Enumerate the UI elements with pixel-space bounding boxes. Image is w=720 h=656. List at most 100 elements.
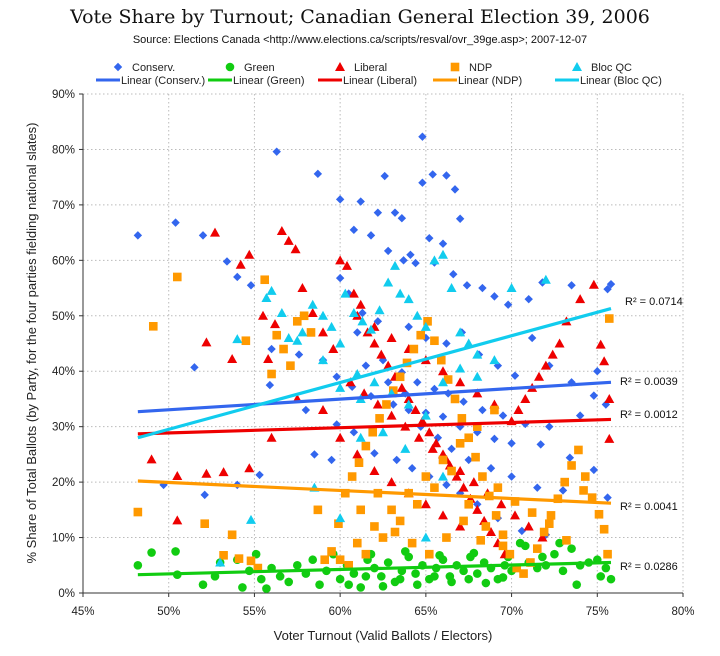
data-point <box>348 288 359 298</box>
x-tick-label: 45% <box>71 606 94 618</box>
data-point <box>171 218 180 227</box>
data-point <box>359 388 370 398</box>
data-point <box>356 197 365 206</box>
data-point <box>383 558 393 567</box>
data-point <box>332 372 341 381</box>
data-point <box>416 330 426 340</box>
data-point <box>389 400 398 409</box>
data-point <box>547 349 558 359</box>
data-point <box>246 556 256 566</box>
data-point <box>435 550 444 560</box>
data-point <box>459 397 468 406</box>
data-point <box>455 439 465 448</box>
data-point <box>438 412 448 421</box>
data-point <box>262 584 271 593</box>
data-point <box>527 333 537 343</box>
data-point <box>358 308 367 318</box>
data-point <box>373 317 383 326</box>
data-point <box>369 338 380 348</box>
data-point <box>400 443 411 453</box>
data-point <box>171 547 180 556</box>
data-point <box>241 336 251 346</box>
data-point <box>450 185 460 194</box>
data-point <box>235 259 246 269</box>
data-point <box>275 572 285 581</box>
data-point <box>318 355 328 365</box>
data-point <box>520 393 531 403</box>
data-point <box>172 471 183 481</box>
data-point <box>297 283 308 293</box>
data-point <box>378 582 388 591</box>
data-point <box>599 356 610 366</box>
data-point <box>459 566 468 576</box>
data-point <box>430 336 439 346</box>
data-point <box>387 505 396 515</box>
data-point <box>318 405 328 415</box>
data-point <box>404 322 413 332</box>
data-point <box>200 490 209 500</box>
data-point <box>567 461 576 470</box>
data-point <box>201 468 212 478</box>
r-squared-label: R² = 0.0041 <box>620 501 678 513</box>
data-point <box>349 225 359 235</box>
data-point <box>498 541 508 551</box>
y-tick-label: 20% <box>52 477 75 489</box>
data-point <box>606 574 616 584</box>
data-point <box>361 572 371 581</box>
data-point <box>251 549 261 559</box>
data-point <box>450 394 460 404</box>
data-point <box>263 354 274 364</box>
data-point <box>370 522 379 531</box>
data-point <box>376 349 387 359</box>
data-point <box>380 171 389 181</box>
data-points <box>133 132 616 593</box>
data-point <box>327 547 336 556</box>
legend-label: Conserv. <box>132 62 175 74</box>
data-point <box>276 225 287 235</box>
data-point <box>335 338 346 348</box>
data-point <box>519 569 528 578</box>
data-point <box>438 249 448 259</box>
y-tick-label: 90% <box>52 89 75 101</box>
data-point <box>369 466 380 476</box>
data-point <box>418 132 427 141</box>
data-point <box>198 231 208 240</box>
data-point <box>498 411 508 420</box>
y-tick-label: 60% <box>52 255 75 267</box>
data-point <box>335 273 345 283</box>
data-point <box>447 444 456 454</box>
data-point <box>349 569 359 578</box>
data-point <box>420 410 431 420</box>
trendline-ndp <box>137 479 612 505</box>
data-point <box>601 400 611 409</box>
data-point <box>412 499 422 509</box>
data-point <box>472 569 482 578</box>
data-point <box>292 335 303 345</box>
data-point <box>486 464 496 473</box>
data-point <box>496 499 507 509</box>
x-tick-label: 80% <box>671 606 694 618</box>
data-point <box>472 504 483 514</box>
x-tick-label: 60% <box>329 606 352 618</box>
data-point <box>606 279 616 289</box>
data-point <box>347 472 357 481</box>
data-point <box>438 239 448 248</box>
data-point <box>344 580 354 589</box>
data-point <box>146 454 157 464</box>
data-point <box>227 354 238 364</box>
data-point <box>383 277 394 287</box>
data-point <box>399 256 408 265</box>
data-point <box>572 580 582 589</box>
data-point <box>397 213 407 223</box>
data-point <box>574 445 583 455</box>
trendlines: R² = 0.0039 R² = 0.0286 R² = 0.0012 R² = 0.… <box>137 296 683 577</box>
data-point <box>442 171 451 180</box>
data-point <box>455 521 466 531</box>
data-point <box>345 377 356 387</box>
data-point <box>400 547 410 556</box>
data-point <box>355 432 366 442</box>
data-point <box>283 235 294 245</box>
data-point <box>503 300 513 309</box>
data-point <box>334 519 343 528</box>
data-point <box>386 410 397 420</box>
